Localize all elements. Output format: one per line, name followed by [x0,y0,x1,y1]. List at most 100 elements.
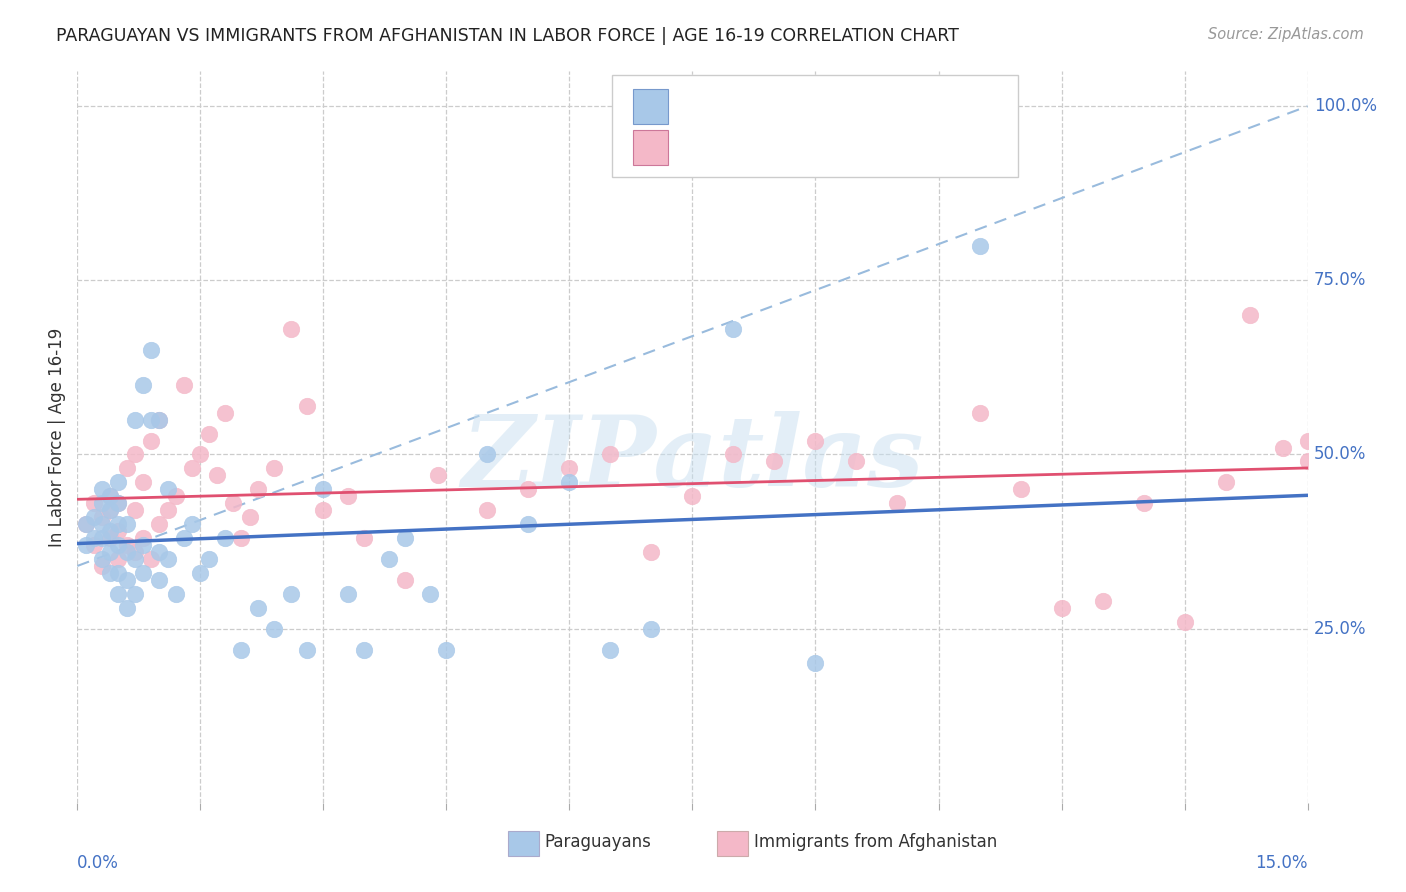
Point [239,510,262,524]
Point [90,552,114,566]
Point [107,496,129,510]
Point [75,538,97,552]
Point [98,531,121,545]
Point [205,468,228,483]
Point [763,454,786,468]
Point [83,531,105,545]
Point [156,552,179,566]
Point [83,510,105,524]
Point [173,531,195,545]
Point [165,489,187,503]
Point [148,412,170,426]
Point [90,531,114,545]
Point [98,524,121,538]
Point [115,545,138,559]
Point [1337,426,1360,441]
Point [83,538,105,552]
Point [517,517,540,532]
Point [173,377,195,392]
Point [231,642,253,657]
Text: 75.0%: 75.0% [1313,271,1367,289]
Point [477,448,499,462]
Point [115,538,138,552]
Point [394,573,416,587]
Point [214,406,236,420]
Point [90,496,114,510]
Point [1010,483,1032,497]
Point [132,531,155,545]
Point [115,573,138,587]
Point [394,531,416,545]
Text: PARAGUAYAN VS IMMIGRANTS FROM AFGHANISTAN IN LABOR FORCE | AGE 16-19 CORRELATION: PARAGUAYAN VS IMMIGRANTS FROM AFGHANISTA… [56,27,959,45]
Point [1174,615,1197,629]
Text: 25.0%: 25.0% [1313,620,1367,638]
Point [98,503,121,517]
Point [124,552,146,566]
Point [90,558,114,573]
Point [132,538,155,552]
Text: 0.0%: 0.0% [77,854,120,872]
Point [295,642,318,657]
Point [845,454,868,468]
Text: Source: ZipAtlas.com: Source: ZipAtlas.com [1208,27,1364,42]
Point [181,517,204,532]
Point [558,461,581,475]
Point [124,587,146,601]
Point [353,642,375,657]
Point [75,517,97,532]
Text: R = 0.236   N = 67: R = 0.236 N = 67 [681,138,880,157]
Point [558,475,581,490]
Point [969,406,991,420]
Point [141,434,163,448]
Point [436,642,458,657]
Point [1296,454,1319,468]
Point [599,642,621,657]
Point [312,483,335,497]
Point [90,510,114,524]
Point [141,412,163,426]
Point [107,587,129,601]
Point [90,517,114,532]
Point [1272,441,1295,455]
Point [280,587,302,601]
Text: Paraguayans: Paraguayans [546,832,652,851]
Point [107,475,129,490]
Text: R = 0.359   N = 63: R = 0.359 N = 63 [681,97,880,116]
Point [599,448,621,462]
Point [132,377,155,392]
Point [682,489,704,503]
Point [98,489,121,503]
Point [246,483,269,497]
Point [124,448,146,462]
Text: ZIPatlas: ZIPatlas [461,411,924,508]
Point [107,517,129,532]
Point [427,468,450,483]
Point [804,434,827,448]
Text: Immigrants from Afghanistan: Immigrants from Afghanistan [754,832,997,851]
Point [132,475,155,490]
Point [419,587,441,601]
Point [723,322,745,336]
Point [156,503,179,517]
Point [263,461,285,475]
Point [165,587,187,601]
Point [124,503,146,517]
Point [246,600,269,615]
Point [1239,308,1261,322]
Point [640,622,662,636]
Point [148,412,170,426]
Point [197,426,219,441]
Point [337,489,360,503]
Point [1132,496,1154,510]
Point [477,503,499,517]
Point [181,461,204,475]
Point [141,343,163,357]
Point [886,496,908,510]
Point [115,600,138,615]
Point [353,531,375,545]
Point [132,566,155,580]
Point [312,503,335,517]
Point [156,483,179,497]
Text: 15.0%: 15.0% [1256,854,1308,872]
Point [295,399,318,413]
